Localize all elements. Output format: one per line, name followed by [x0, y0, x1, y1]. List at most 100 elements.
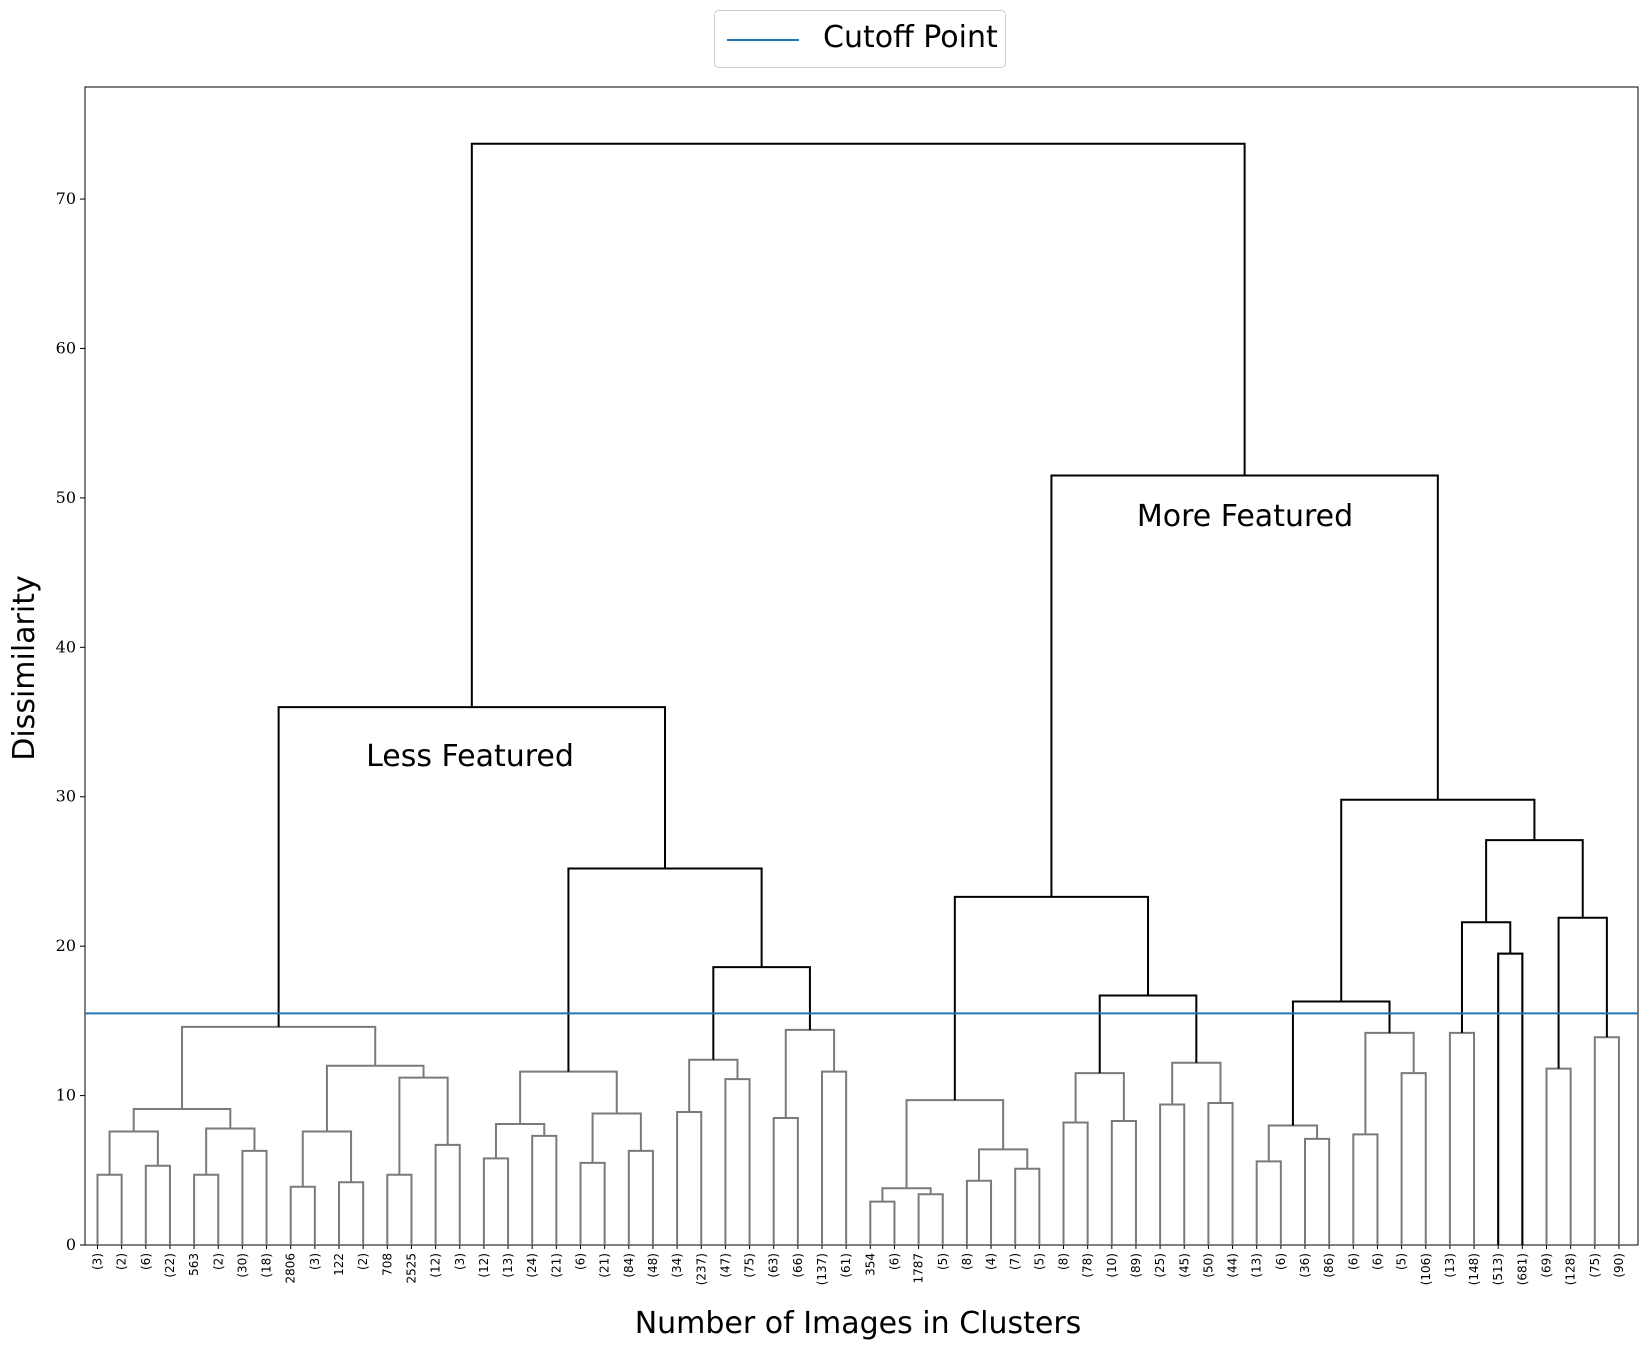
leaf-label: (22): [163, 1253, 177, 1278]
leaf-label: (106): [1419, 1253, 1433, 1285]
leaf-label: (36): [1298, 1253, 1312, 1278]
leaf-label: (30): [235, 1253, 249, 1278]
leaf-label: 2806: [284, 1253, 298, 1284]
leaf-label: (75): [743, 1253, 757, 1278]
legend-label: Cutoff Point: [823, 20, 998, 55]
leaf-label: (2): [115, 1253, 129, 1270]
leaf-label: (8): [1057, 1253, 1071, 1270]
leaf-label: (48): [646, 1253, 660, 1278]
leaf-label: (681): [1515, 1253, 1529, 1285]
merge-link: [977, 1148, 1029, 1181]
leaf-pair-link: [144, 1164, 171, 1245]
dendrogram-links: [96, 142, 1620, 1245]
merge-link: [1557, 916, 1608, 1069]
leaf-label: 2525: [404, 1253, 418, 1284]
leaf-pair-link: [1159, 1103, 1186, 1245]
leaf-label: (6): [1370, 1253, 1384, 1270]
leaf-label: (90): [1612, 1253, 1626, 1278]
leaf-pair-link: [869, 1200, 896, 1245]
leaf-pair-link: [193, 1173, 220, 1245]
leaf-pair-link: [579, 1161, 606, 1245]
leaf-label: (8): [960, 1253, 974, 1270]
leaf-pair-link: [531, 1134, 558, 1245]
leaf-pair-link: [96, 1173, 123, 1245]
annotation-more-featured: More Featured: [1137, 499, 1353, 534]
leaf-label: (6): [139, 1253, 153, 1270]
leaf-label: (66): [791, 1253, 805, 1278]
leaf-label: (137): [815, 1253, 829, 1285]
leaf-label: (13): [501, 1253, 515, 1278]
leaf-pair-link: [772, 1116, 799, 1245]
leaf-label: (34): [670, 1253, 684, 1278]
merge-link: [1074, 1072, 1125, 1123]
merge-link: [953, 895, 1150, 1101]
leaf-pair-link: [676, 1111, 703, 1245]
leaf-label: (148): [1467, 1253, 1481, 1285]
leaf-pair-link: [1448, 1031, 1476, 1245]
leaf-label: (69): [1540, 1253, 1554, 1278]
y-tick-label: 60: [56, 338, 76, 357]
leaf-pair-link: [1014, 1167, 1041, 1245]
leaf-pair-link: [386, 1173, 413, 1245]
leaf-pair-link: [1497, 952, 1524, 1245]
y-tick-label: 40: [56, 637, 76, 656]
leaf-pair-link: [1352, 1133, 1379, 1245]
leaf-pair-link: [917, 1193, 944, 1245]
merge-link: [519, 1070, 618, 1124]
leaf-pair-link: [338, 1181, 365, 1245]
x-axis-label: Number of Images in Clusters: [635, 1306, 1082, 1341]
y-tick-label: 50: [56, 488, 76, 507]
leaf-label: (2): [356, 1253, 370, 1270]
leaf-label: (6): [1274, 1253, 1288, 1270]
leaf-label: (3): [308, 1253, 322, 1270]
leaf-label: (10): [1105, 1253, 1119, 1278]
leaf-pair-link: [724, 1078, 751, 1245]
leaf-label: (513): [1491, 1253, 1505, 1285]
leaf-label: (63): [767, 1253, 781, 1278]
merge-link: [1291, 1000, 1391, 1126]
leaf-pair-link: [965, 1179, 993, 1245]
leaf-label: (4): [984, 1253, 998, 1270]
legend-line-swatch: [727, 39, 799, 41]
leaf-label: 1787: [912, 1253, 926, 1284]
leaf-pair-link: [434, 1143, 461, 1245]
leaf-pair-link: [1545, 1067, 1572, 1245]
leaf-label: (45): [1177, 1253, 1191, 1278]
leaf-label: (12): [477, 1253, 491, 1278]
leaf-label: (24): [525, 1253, 539, 1278]
merge-link: [688, 1058, 739, 1113]
leaf-pair-link: [1255, 1160, 1282, 1245]
leaf-pair-link: [1207, 1102, 1234, 1245]
leaf-label: 563: [187, 1253, 201, 1276]
leaf-pair-link: [627, 1149, 654, 1245]
merge-link: [1364, 1031, 1415, 1135]
merge-link: [470, 142, 1246, 708]
leaf-pair-link: [1062, 1121, 1089, 1245]
leaf-pair-link: [1593, 1036, 1620, 1245]
y-tick-label: 10: [56, 1086, 76, 1105]
leaf-pair-link: [241, 1149, 268, 1245]
y-tick-label: 0: [66, 1235, 76, 1254]
leaf-pair-link: [821, 1070, 848, 1245]
leaf-label: (78): [1081, 1253, 1095, 1278]
leaf-label: (13): [1443, 1253, 1457, 1278]
y-tick-label: 30: [56, 787, 76, 806]
merge-link: [108, 1130, 159, 1175]
legend: Cutoff Point: [714, 10, 1006, 68]
merge-link: [784, 1028, 836, 1118]
leaf-label: (237): [694, 1253, 708, 1285]
leaf-label: (86): [1322, 1253, 1336, 1278]
leaf-label: (6): [574, 1253, 588, 1270]
merge-link: [181, 1025, 377, 1110]
leaf-label: (25): [1153, 1253, 1167, 1278]
merge-link: [905, 1099, 1005, 1189]
leaf-pair-link: [1304, 1137, 1331, 1245]
merge-link: [132, 1108, 232, 1132]
leaf-label: (3): [453, 1253, 467, 1270]
leaf-label: (6): [1346, 1253, 1360, 1270]
leaf-label: (18): [260, 1253, 274, 1278]
merge-link: [1050, 474, 1439, 897]
leaf-label: (50): [1201, 1253, 1215, 1278]
plot-border: [84, 86, 1639, 1246]
plot-frame: [84, 86, 1639, 1246]
